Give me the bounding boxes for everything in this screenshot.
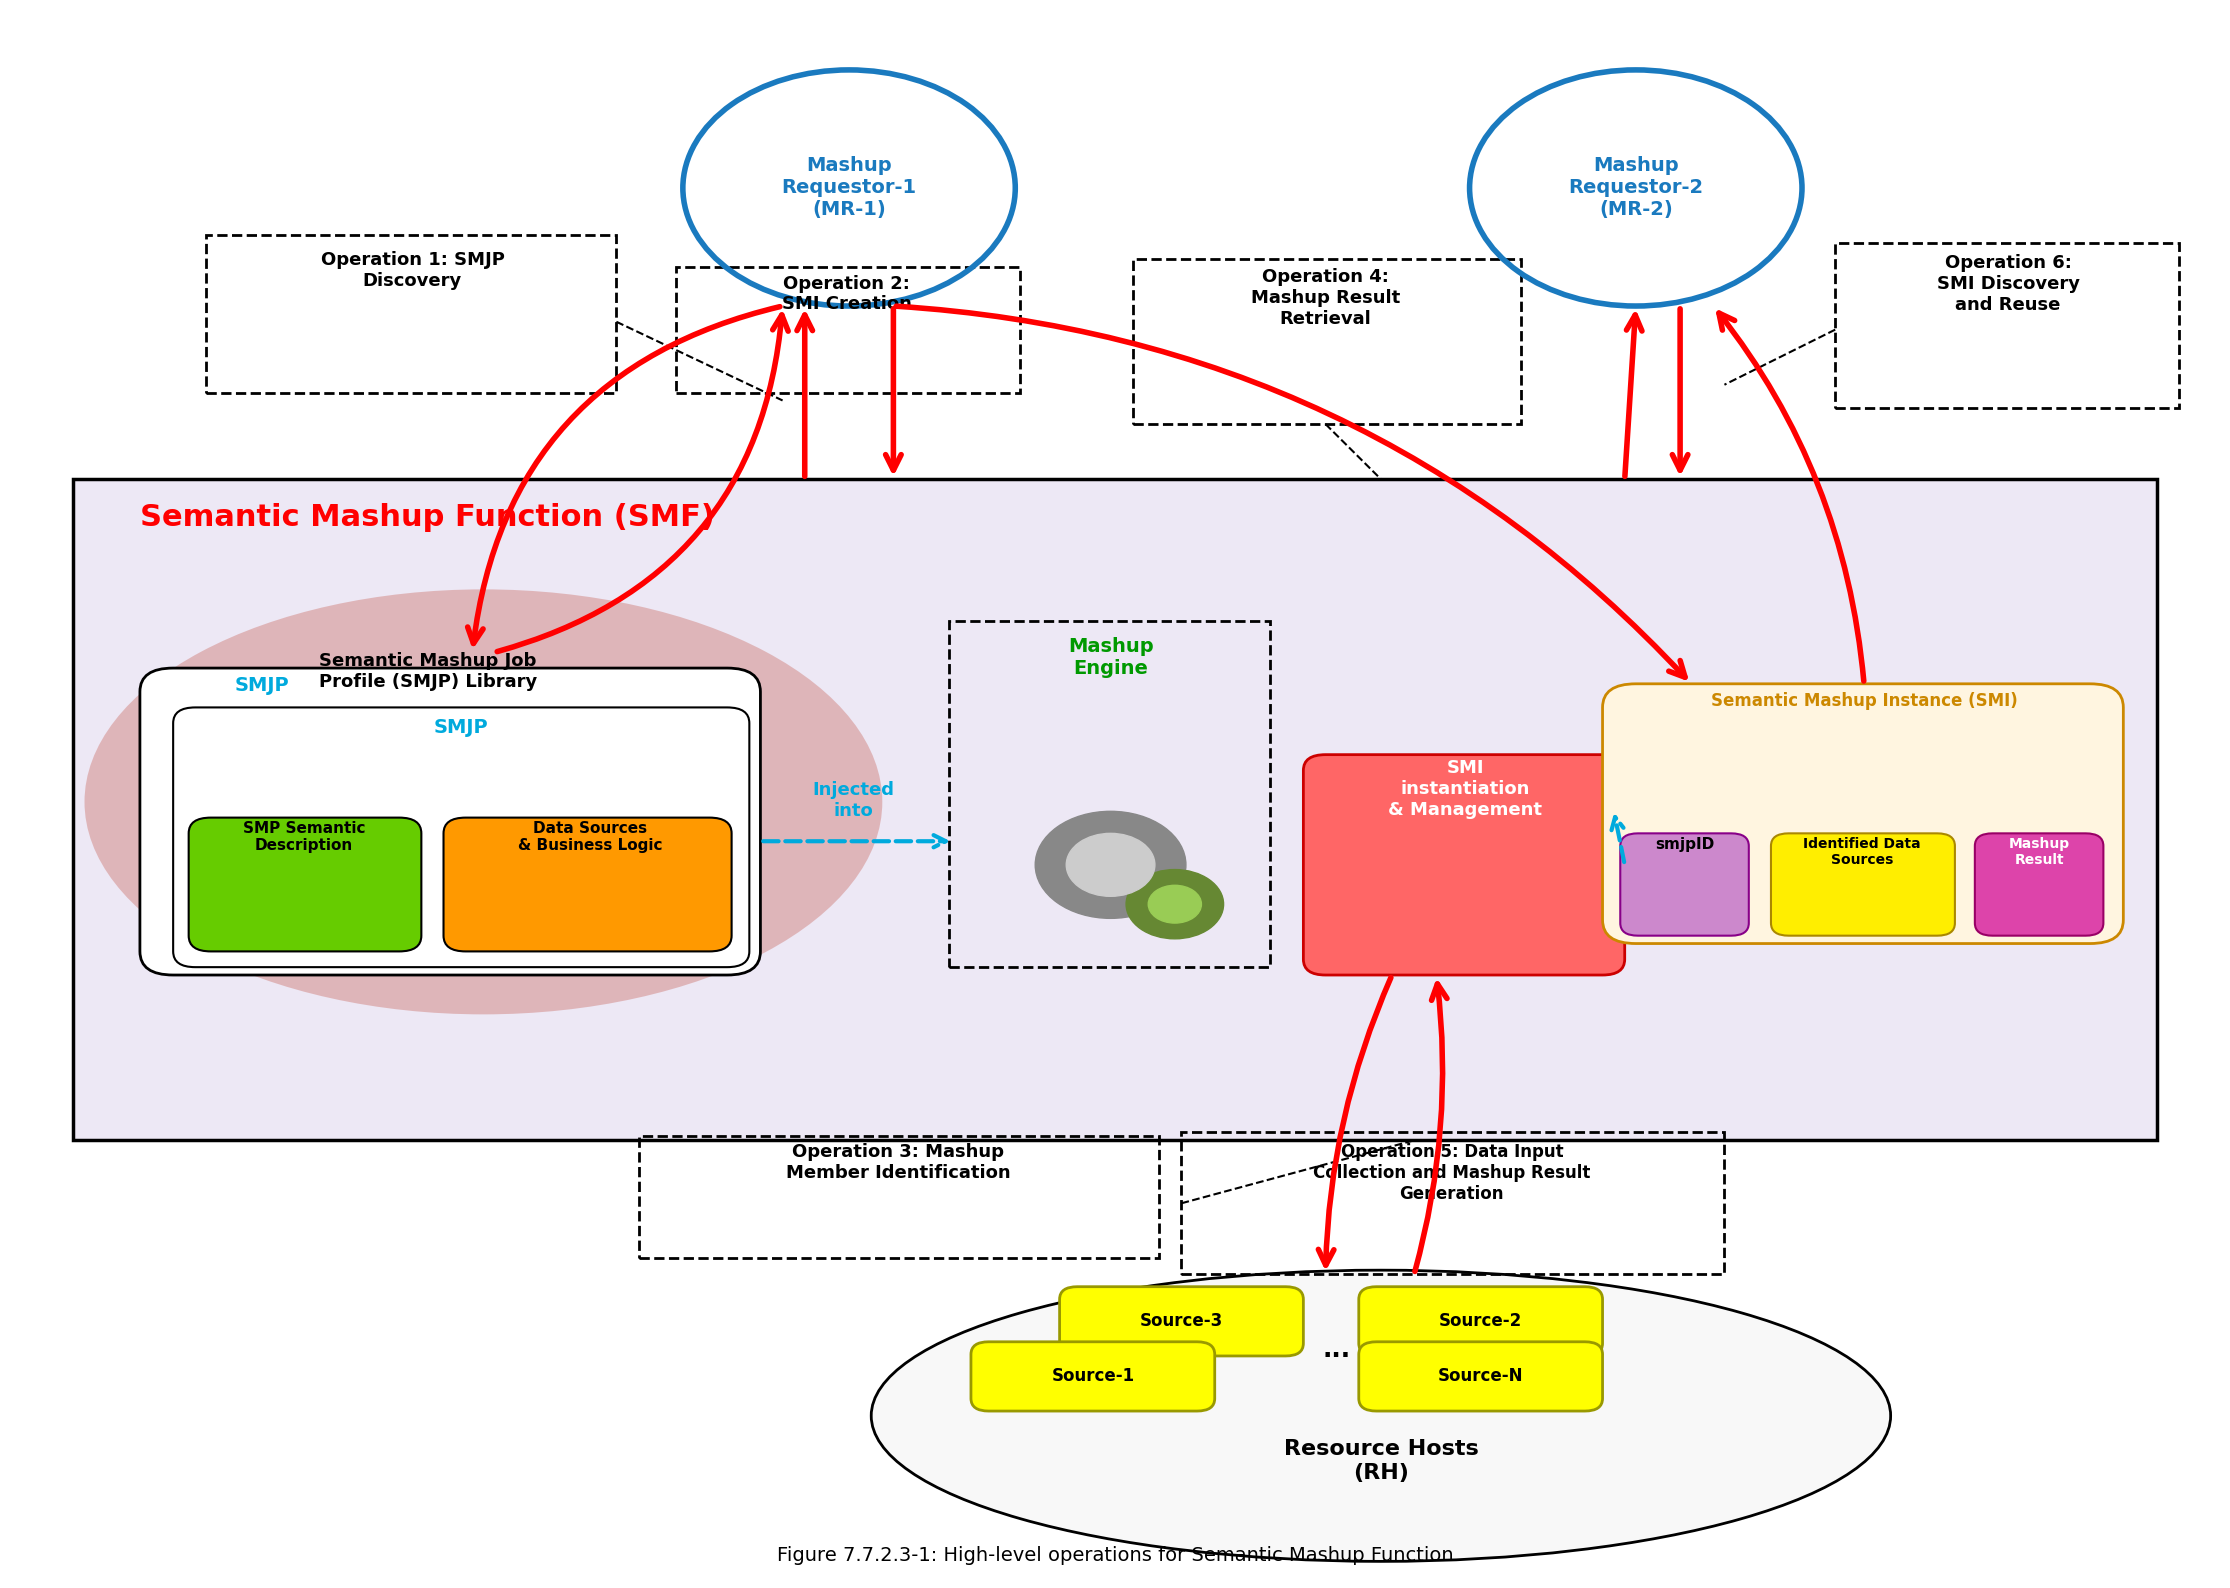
FancyBboxPatch shape (140, 669, 760, 975)
Circle shape (1066, 834, 1155, 896)
FancyBboxPatch shape (1771, 834, 1956, 935)
Text: Operation 1: SMJP
Discovery: Operation 1: SMJP Discovery (321, 251, 504, 289)
Ellipse shape (872, 1270, 1891, 1561)
Text: Mashup
Requestor-1
(MR-1): Mashup Requestor-1 (MR-1) (780, 157, 917, 219)
Text: Source-1: Source-1 (1050, 1367, 1135, 1385)
Ellipse shape (85, 589, 883, 1015)
Text: Identified Data
Sources: Identified Data Sources (1804, 837, 1920, 867)
Text: Operation 6:
SMI Discovery
and Reuse: Operation 6: SMI Discovery and Reuse (1936, 254, 2081, 314)
FancyBboxPatch shape (1302, 754, 1626, 975)
Circle shape (1470, 70, 1802, 306)
Circle shape (1035, 811, 1186, 918)
Text: Injected
into: Injected into (812, 781, 894, 821)
Text: Operation 2:
SMI Creation: Operation 2: SMI Creation (783, 275, 912, 313)
Text: Source-N: Source-N (1438, 1367, 1523, 1385)
Text: smjpID: smjpID (1655, 837, 1715, 851)
FancyBboxPatch shape (174, 707, 749, 967)
Text: Semantic Mashup Instance (SMI): Semantic Mashup Instance (SMI) (1710, 692, 2018, 710)
Text: Source-2: Source-2 (1438, 1312, 1523, 1331)
Text: SMJP: SMJP (234, 676, 290, 696)
Text: Figure 7.7.2.3-1: High-level operations for Semantic Mashup Function: Figure 7.7.2.3-1: High-level operations … (776, 1547, 1454, 1566)
FancyBboxPatch shape (970, 1342, 1215, 1412)
FancyBboxPatch shape (444, 818, 731, 951)
FancyBboxPatch shape (1059, 1286, 1302, 1356)
FancyBboxPatch shape (74, 480, 2156, 1140)
Text: Operation 5: Data Input
Collection and Mashup Result
Generation: Operation 5: Data Input Collection and M… (1313, 1143, 1590, 1204)
Text: Data Sources
& Business Logic: Data Sources & Business Logic (517, 821, 662, 853)
Text: Operation 3: Mashup
Member Identification: Operation 3: Mashup Member Identificatio… (785, 1143, 1010, 1181)
Text: Semantic Mashup Function (SMF): Semantic Mashup Function (SMF) (140, 503, 716, 532)
FancyBboxPatch shape (1358, 1286, 1603, 1356)
FancyBboxPatch shape (1976, 834, 2103, 935)
Text: ...: ... (1322, 1337, 1351, 1361)
Circle shape (1148, 885, 1202, 923)
FancyBboxPatch shape (1603, 684, 2123, 943)
Circle shape (682, 70, 1015, 306)
Text: Resource Hosts
(RH): Resource Hosts (RH) (1284, 1439, 1478, 1483)
Text: Mashup
Requestor-2
(MR-2): Mashup Requestor-2 (MR-2) (1568, 157, 1704, 219)
Text: Semantic Mashup Job
Profile (SMJP) Library: Semantic Mashup Job Profile (SMJP) Libra… (319, 653, 537, 691)
Text: Operation 4:
Mashup Result
Retrieval: Operation 4: Mashup Result Retrieval (1251, 268, 1400, 327)
Text: Mashup
Result: Mashup Result (2009, 837, 2069, 867)
Text: Mashup
Engine: Mashup Engine (1068, 637, 1153, 678)
Text: SMI
instantiation
& Management: SMI instantiation & Management (1387, 759, 1543, 819)
FancyBboxPatch shape (190, 818, 421, 951)
Text: Source-3: Source-3 (1140, 1312, 1222, 1331)
Circle shape (1126, 870, 1224, 939)
Text: SMJP: SMJP (435, 718, 488, 737)
FancyBboxPatch shape (1358, 1342, 1603, 1412)
Text: SMP Semantic
Description: SMP Semantic Description (243, 821, 366, 853)
FancyBboxPatch shape (1621, 834, 1748, 935)
